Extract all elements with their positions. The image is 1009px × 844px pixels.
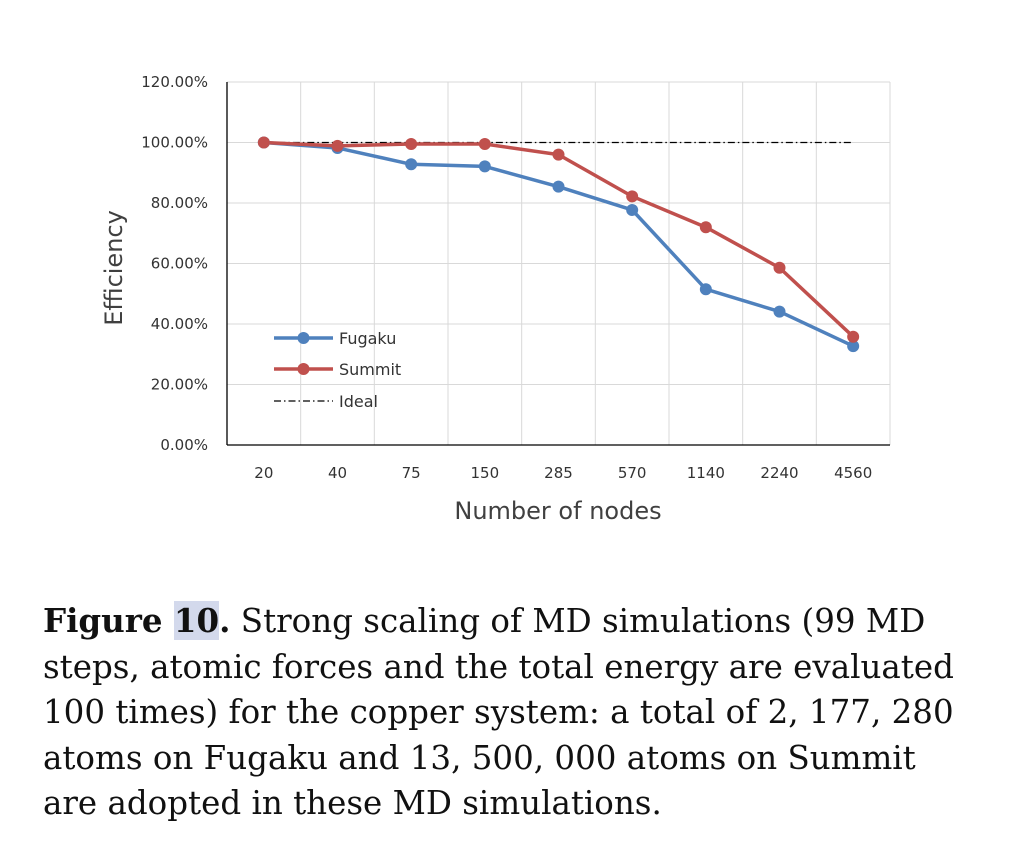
figure-caption: Figure 10. Strong scaling of MD simulati… xyxy=(43,598,973,827)
y-tick-label: 60.00% xyxy=(151,255,208,273)
fugaku-point xyxy=(405,158,418,171)
fugaku-point xyxy=(626,203,639,216)
y-tick-label: 40.00% xyxy=(151,315,208,333)
summit-point xyxy=(331,139,344,152)
gridlines xyxy=(227,81,891,445)
axes xyxy=(226,82,890,446)
legend: Fugaku Summit Ideal xyxy=(274,329,401,411)
summit-point xyxy=(699,221,712,234)
fugaku-line xyxy=(262,140,855,348)
summit-point xyxy=(847,330,860,343)
legend-marker-summit xyxy=(297,363,310,375)
x-tick-label: 75 xyxy=(402,464,421,482)
fugaku-point xyxy=(552,180,565,193)
y-tick-label: 0.00% xyxy=(160,436,208,454)
fugaku-point xyxy=(847,340,860,353)
summit-point xyxy=(552,148,565,161)
caption-label: Figure 10. xyxy=(43,601,231,640)
series-layer xyxy=(257,136,860,353)
summit-point xyxy=(626,190,639,203)
x-tick-label: 40 xyxy=(328,464,347,482)
y-tick-label: 20.00% xyxy=(151,376,208,394)
x-tick-label: 570 xyxy=(618,464,647,482)
x-axis-title: Number of nodes xyxy=(454,497,661,525)
x-tick-labels: 20 40 75 150 285 570 1140 2240 4560 xyxy=(254,464,872,482)
legend-marker-fugaku xyxy=(297,332,310,344)
legend-label-summit: Summit xyxy=(339,360,401,379)
legend-label-ideal: Ideal xyxy=(339,392,378,411)
y-axis-title: Efficiency xyxy=(100,210,128,326)
x-tick-label: 285 xyxy=(544,464,573,482)
x-tick-label: 1140 xyxy=(687,464,725,482)
summit-point xyxy=(773,261,786,274)
fugaku-point xyxy=(773,305,786,318)
fugaku-point xyxy=(699,283,712,296)
y-tick-label: 120.00% xyxy=(141,73,208,91)
y-tick-labels: 0.00% 20.00% 40.00% 60.00% 80.00% 100.00% 120.… xyxy=(141,73,208,454)
caption-label-word: Figure xyxy=(43,601,163,640)
summit-point xyxy=(257,136,270,149)
caption-text: Strong scaling of MD simulations (99 MD … xyxy=(43,602,954,822)
x-tick-label: 150 xyxy=(471,464,500,482)
legend-label-fugaku: Fugaku xyxy=(339,329,396,348)
fugaku-point xyxy=(478,160,491,173)
summit-point xyxy=(405,138,418,151)
x-tick-label: 4560 xyxy=(834,464,872,482)
summit-point xyxy=(478,138,491,151)
figure-number: 10 xyxy=(173,601,220,640)
y-tick-label: 80.00% xyxy=(151,194,208,212)
efficiency-chart: 0.00% 20.00% 40.00% 60.00% 80.00% 100.00% 120.… xyxy=(100,73,891,525)
y-tick-label: 100.00% xyxy=(141,134,208,152)
x-tick-label: 20 xyxy=(254,464,273,482)
x-tick-label: 2240 xyxy=(760,464,798,482)
